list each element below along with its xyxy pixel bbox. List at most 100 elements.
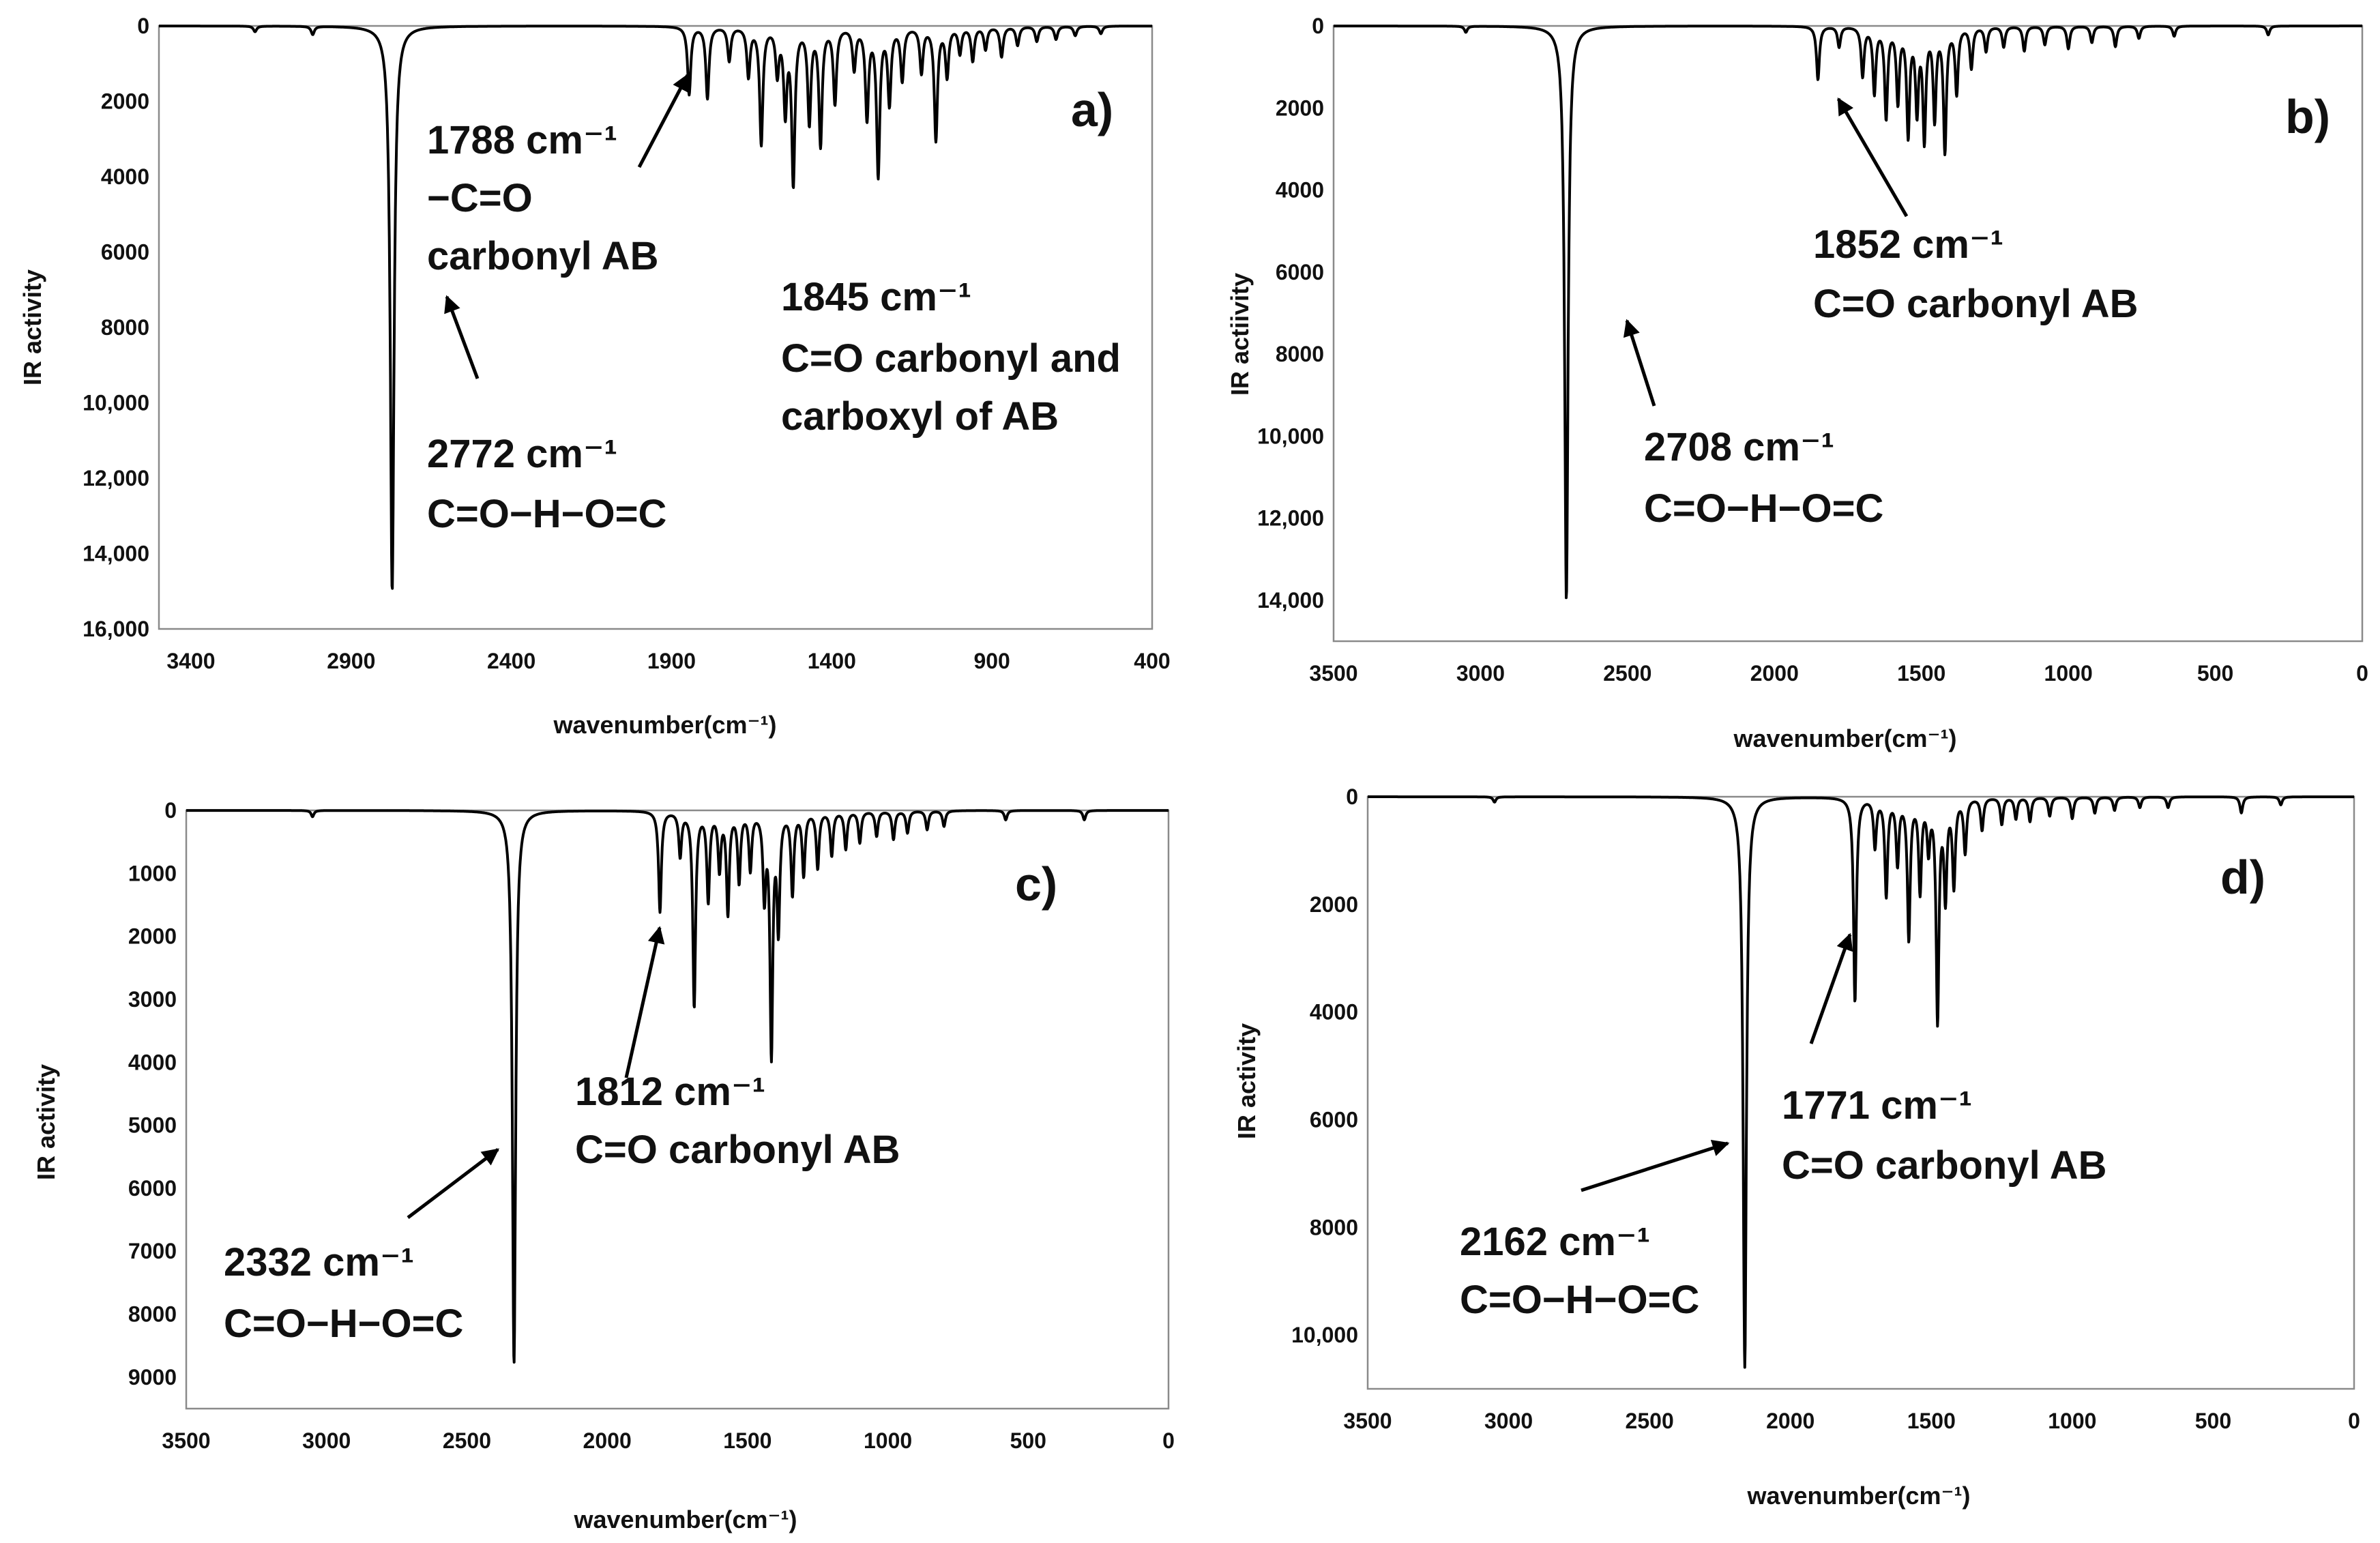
panel-a-y-ticks: 0 2000 4000 6000 8000 10,000 12,000 14,000 16,00… <box>83 14 149 641</box>
panel-c-annotation-1812: 1812 cm⁻¹ C=O carbonyl AB <box>575 1070 900 1172</box>
panel-a-x-tick-label: 1400 <box>808 649 856 673</box>
panel-b-annotation-2708-line-1: 2708 cm⁻¹ <box>1644 425 1834 469</box>
panel-d-y-tick-label: 4000 <box>1310 1000 1358 1025</box>
panel-a-plot-area <box>158 25 1154 630</box>
panel-d-x-ticks: 3500 3000 2500 2000 1500 1000 500 0 <box>1343 1409 2360 1433</box>
panel-d-y-tick-label: 6000 <box>1310 1107 1358 1132</box>
panel-b-annotation-2708: 2708 cm⁻¹ C=O−H−O=C <box>1644 425 1883 531</box>
panel-c-y-tick-label: 0 <box>164 798 177 823</box>
panel-d-annotation-1771: 1771 cm⁻¹ C=O carbonyl AB <box>1782 1083 2106 1188</box>
panel-b-x-tick-label: 2000 <box>1750 661 1799 686</box>
panel-d-annotation-2162: 2162 cm⁻¹ C=O−H−O=C <box>1460 1220 1699 1322</box>
panel-d-y-ticks: 0 2000 4000 6000 8000 10,000 <box>1291 784 1358 1347</box>
panel-a-annotation-1845-line-1: 1845 cm⁻¹ <box>781 275 971 319</box>
panel-c-x-ticks: 3500 3000 2500 2000 1500 1000 500 0 <box>162 1428 1174 1453</box>
panel-c-y-tick-label: 1000 <box>128 861 177 885</box>
panel-b-annotation-1852-line-2: C=O carbonyl AB <box>1813 282 2138 326</box>
panel-a-annotation-1845-line-2: C=O carbonyl and <box>781 336 1121 381</box>
panel-b-x-tick-label: 2500 <box>1603 661 1651 686</box>
panel-a-annotation-1788-line-2: −C=O <box>427 176 533 220</box>
panel-a-annotation-1788: 1788 cm⁻¹ −C=O carbonyl AB <box>427 118 658 278</box>
panel-b-x-tick-label: 1500 <box>1897 661 1945 686</box>
panel-d-x-tick-label: 500 <box>2195 1409 2231 1433</box>
panel-a-arrow-1788 <box>637 73 690 168</box>
panel-c-x-tick-label: 500 <box>1010 1428 1046 1453</box>
panel-a-x-ticks: 3400 2900 2400 1900 1400 900 400 <box>166 649 1170 673</box>
panel-d-arrow-2162 <box>1581 1139 1730 1192</box>
panel-a-x-tick-label: 3400 <box>166 649 215 673</box>
panel-a-annotation-1788-line-3: carbonyl AB <box>427 234 658 278</box>
panel-a-label: a) <box>1071 83 1113 136</box>
panel-a-y-tick-label: 0 <box>137 14 149 38</box>
panel-b-annotation-2708-line-2: C=O−H−O=C <box>1644 486 1883 531</box>
panel-d-plot-area <box>1366 795 2355 1390</box>
panel-a-y-tick-label: 10,000 <box>83 391 149 415</box>
panel-d-x-tick-label: 2500 <box>1626 1409 1674 1433</box>
panel-b-arrow-1852 <box>1836 97 1909 218</box>
panel-b-y-axis-title: IR actiivity <box>1226 273 1254 396</box>
panel-a-x-axis-title: wavenumber(cm⁻¹) <box>553 711 776 739</box>
panel-b-x-tick-label: 500 <box>2197 661 2233 686</box>
panel-c-annotation-2332-line-1: 2332 cm⁻¹ <box>224 1240 414 1284</box>
panel-a-y-tick-label: 4000 <box>101 164 149 189</box>
panel-b-y-tick-label: 0 <box>1312 14 1324 38</box>
panel-b: 0 2000 4000 6000 8000 10,000 12,000 14,000 3500… <box>1226 14 2368 752</box>
panel-d-x-tick-label: 1500 <box>1907 1409 1956 1433</box>
panel-d-label: d) <box>2220 851 2265 904</box>
panel-b-x-axis-title: wavenumber(cm⁻¹) <box>1733 724 1956 752</box>
panel-b-x-tick-label: 1000 <box>2044 661 2093 686</box>
panel-c-x-tick-label: 2500 <box>443 1428 491 1453</box>
panel-b-arrow-2708 <box>1623 319 1656 407</box>
panel-c-y-tick-label: 6000 <box>128 1176 177 1201</box>
panel-a-y-tick-label: 2000 <box>101 89 149 114</box>
panel-b-y-tick-label: 14,000 <box>1257 588 1324 613</box>
panel-b-y-tick-label: 10,000 <box>1257 424 1324 448</box>
panel-a-x-tick-label: 1900 <box>647 649 696 673</box>
panel-b-plot-area <box>1332 25 2364 643</box>
panel-d-annotation-1771-line-1: 1771 cm⁻¹ <box>1782 1083 1972 1128</box>
panel-a-annotation-1788-line-1: 1788 cm⁻¹ <box>427 118 617 162</box>
panel-d-x-tick-label: 3500 <box>1343 1409 1392 1433</box>
panel-a: 0 2000 4000 6000 8000 10,000 12,000 14,000 16,00… <box>18 14 1171 739</box>
panel-c-arrow-2332 <box>407 1148 499 1219</box>
panel-a-x-tick-label: 2400 <box>487 649 535 673</box>
panel-c-spectrum-line <box>185 809 1170 1364</box>
panel-d-annotation-2162-line-2: C=O−H−O=C <box>1460 1278 1699 1322</box>
panel-c-y-tick-label: 8000 <box>128 1302 177 1327</box>
panel-c-x-axis-title: wavenumber(cm⁻¹) <box>573 1505 797 1533</box>
panel-a-annotation-2772: 2772 cm⁻¹ C=O−H−O=C <box>427 432 666 536</box>
panel-c-x-tick-label: 3000 <box>302 1428 351 1453</box>
panel-a-annotation-2772-line-1: 2772 cm⁻¹ <box>427 432 617 476</box>
panel-b-y-ticks: 0 2000 4000 6000 8000 10,000 12,000 14,000 <box>1257 14 1324 613</box>
panel-b-annotation-1852: 1852 cm⁻¹ C=O carbonyl AB <box>1813 222 2138 326</box>
panel-a-arrow-2772 <box>444 295 480 379</box>
panel-c-annotation-2332-line-2: C=O−H−O=C <box>224 1302 463 1346</box>
panel-c-y-tick-label: 9000 <box>128 1365 177 1390</box>
panel-a-y-tick-label: 16,000 <box>83 617 149 641</box>
panel-c-x-tick-label: 3500 <box>162 1428 210 1453</box>
panel-d-y-tick-label: 8000 <box>1310 1215 1358 1239</box>
panel-b-x-tick-label: 0 <box>2356 661 2368 686</box>
panel-d-y-tick-label: 0 <box>1346 784 1358 809</box>
panel-d-y-tick-label: 10,000 <box>1291 1323 1358 1347</box>
panel-a-y-tick-label: 8000 <box>101 315 149 340</box>
panel-c-plot-area <box>185 809 1170 1410</box>
panel-d-spectrum-line <box>1366 795 2355 1369</box>
panel-c-x-tick-label: 1000 <box>864 1428 912 1453</box>
panel-b-x-tick-label: 3500 <box>1309 661 1357 686</box>
panel-c-label: c) <box>1015 857 1057 911</box>
panel-d-x-tick-label: 1000 <box>2048 1409 2096 1433</box>
panel-a-annotation-1845-line-3: carboxyl of AB <box>781 394 1059 439</box>
panel-c-x-tick-label: 2000 <box>583 1428 632 1453</box>
panel-b-y-tick-label: 2000 <box>1276 95 1324 120</box>
panel-d-y-tick-label: 2000 <box>1310 892 1358 917</box>
panel-c-y-tick-label: 5000 <box>128 1113 177 1138</box>
panel-d-annotation-2162-line-1: 2162 cm⁻¹ <box>1460 1220 1650 1264</box>
panel-b-y-tick-label: 12,000 <box>1257 506 1324 531</box>
panel-d-x-tick-label: 3000 <box>1484 1409 1533 1433</box>
panel-a-annotation-2772-line-2: C=O−H−O=C <box>427 492 666 536</box>
panel-a-spectrum-line <box>158 25 1154 590</box>
panel-c-y-tick-label: 3000 <box>128 987 177 1012</box>
